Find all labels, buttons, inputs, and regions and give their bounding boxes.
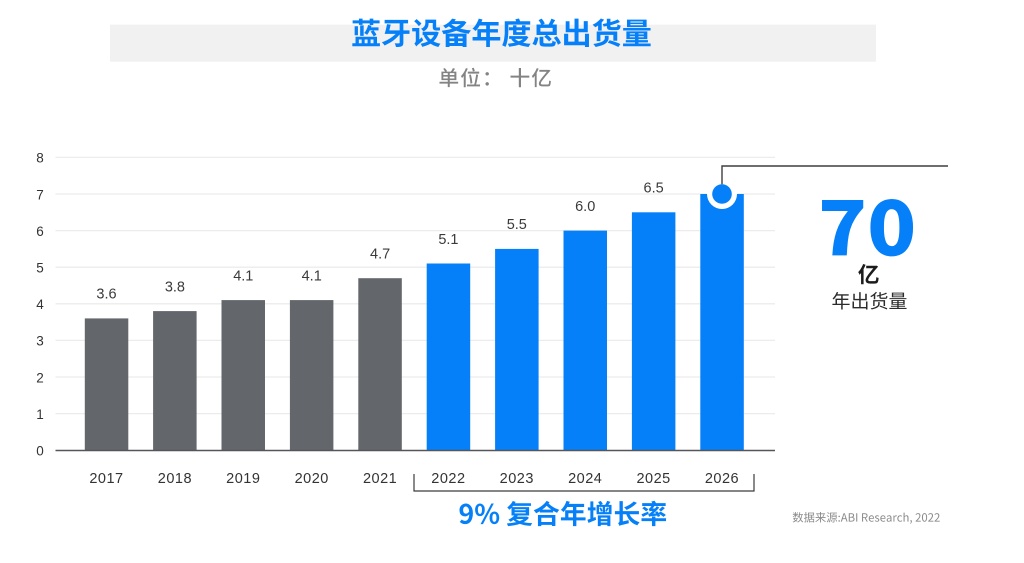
svg-text:2025: 2025: [636, 471, 670, 487]
svg-text:4.1: 4.1: [233, 268, 253, 284]
svg-text:8: 8: [36, 151, 44, 166]
svg-text:4.1: 4.1: [302, 268, 322, 284]
svg-text:2017: 2017: [89, 471, 123, 487]
svg-text:5.1: 5.1: [438, 232, 458, 248]
svg-text:2022: 2022: [431, 471, 465, 487]
svg-text:2021: 2021: [363, 471, 397, 487]
svg-text:4: 4: [36, 297, 44, 312]
svg-text:7: 7: [36, 187, 44, 202]
svg-text:2023: 2023: [500, 471, 534, 487]
svg-text:3: 3: [36, 334, 44, 349]
svg-text:6.5: 6.5: [644, 181, 664, 197]
svg-text:4.7: 4.7: [370, 247, 390, 263]
svg-text:3.8: 3.8: [165, 279, 185, 295]
svg-text:6: 6: [36, 224, 44, 239]
svg-text:2018: 2018: [158, 471, 192, 487]
svg-text:3.6: 3.6: [96, 287, 116, 303]
svg-text:2: 2: [36, 370, 44, 385]
svg-text:2024: 2024: [568, 471, 602, 487]
svg-text:0: 0: [36, 444, 44, 459]
svg-text:2026: 2026: [705, 471, 739, 487]
svg-text:2020: 2020: [295, 471, 329, 487]
svg-text:6.0: 6.0: [575, 199, 595, 215]
svg-text:5: 5: [36, 261, 44, 276]
svg-text:1: 1: [36, 407, 44, 422]
svg-text:2019: 2019: [226, 471, 260, 487]
svg-text:5.5: 5.5: [507, 217, 527, 233]
